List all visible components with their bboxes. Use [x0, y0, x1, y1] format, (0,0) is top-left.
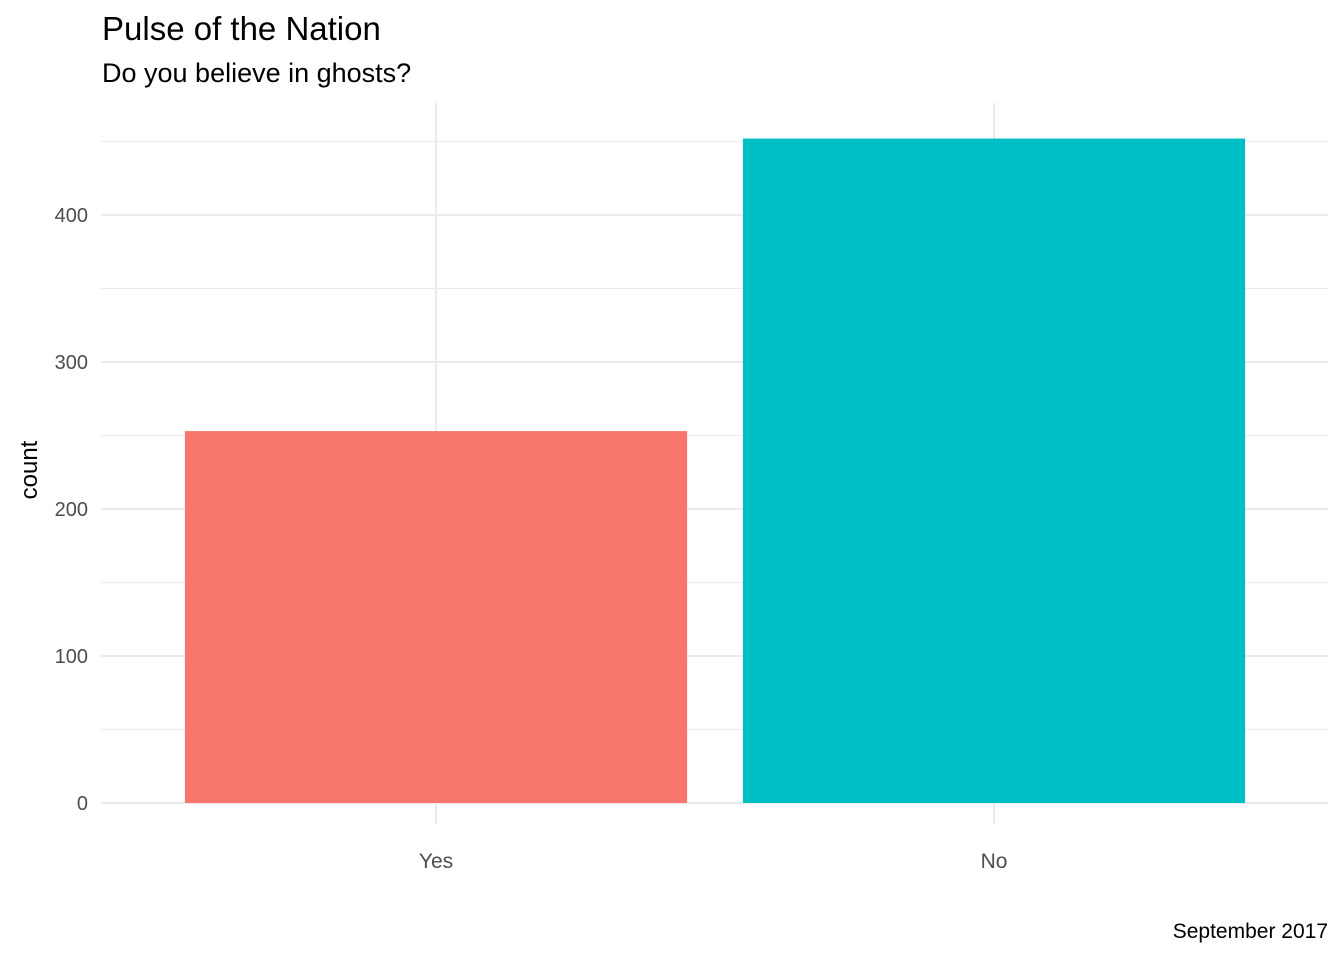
y-axis-label: count: [16, 440, 43, 499]
chart-subtitle: Do you believe in ghosts?: [102, 58, 412, 88]
y-tick-label: 0: [77, 793, 88, 815]
x-tick-label: No: [981, 850, 1008, 873]
bar-yes: [184, 431, 688, 803]
chart-title: Pulse of the Nation: [102, 10, 381, 47]
y-tick-labels: 0 100 200 300 400: [55, 205, 88, 815]
bar-no: [742, 138, 1246, 803]
chart-caption: September 2017: [1172, 920, 1328, 943]
bars: [184, 138, 1246, 803]
x-tick-label: Yes: [419, 850, 453, 873]
x-tick-labels: Yes No: [419, 850, 1008, 873]
y-tick-label: 300: [55, 352, 88, 374]
y-tick-label: 100: [55, 646, 88, 668]
y-tick-label: 400: [55, 205, 88, 227]
y-tick-label: 200: [55, 499, 88, 521]
